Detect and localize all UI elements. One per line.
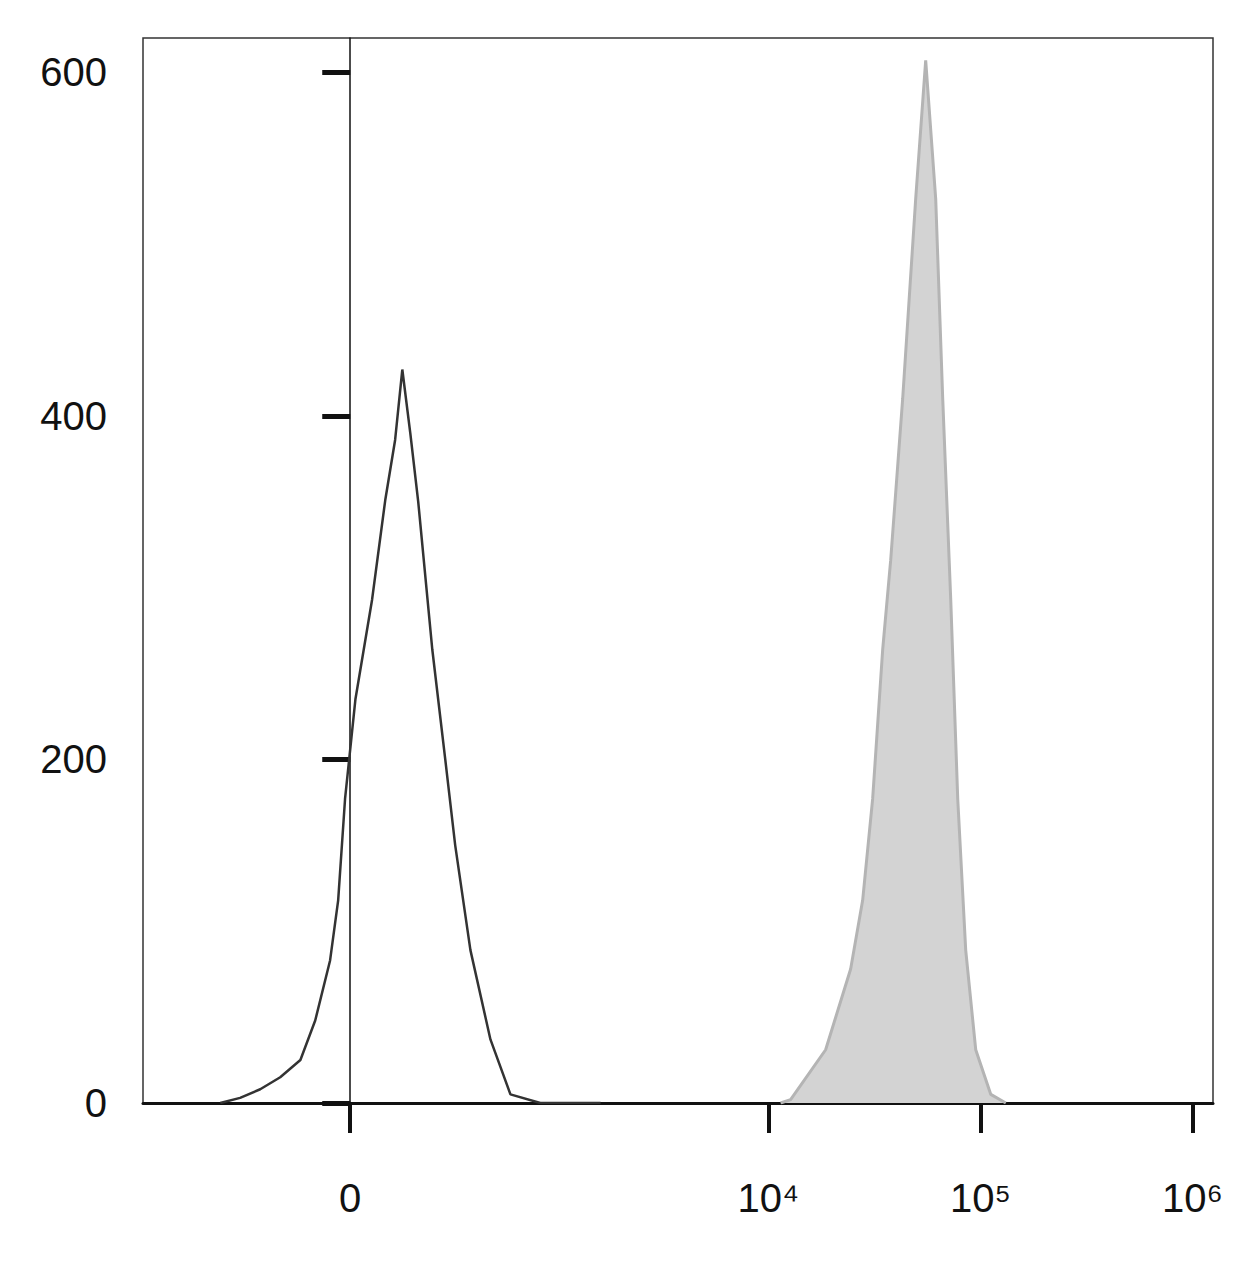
svg-text:10⁶: 10⁶ [1162,1176,1223,1220]
svg-text:0: 0 [85,1081,107,1125]
svg-text:10⁵: 10⁵ [950,1176,1011,1220]
svg-text:600: 600 [40,50,107,94]
svg-text:0: 0 [339,1176,361,1220]
svg-text:10⁴: 10⁴ [738,1176,800,1220]
svg-text:200: 200 [40,737,107,781]
svg-text:400: 400 [40,394,107,438]
